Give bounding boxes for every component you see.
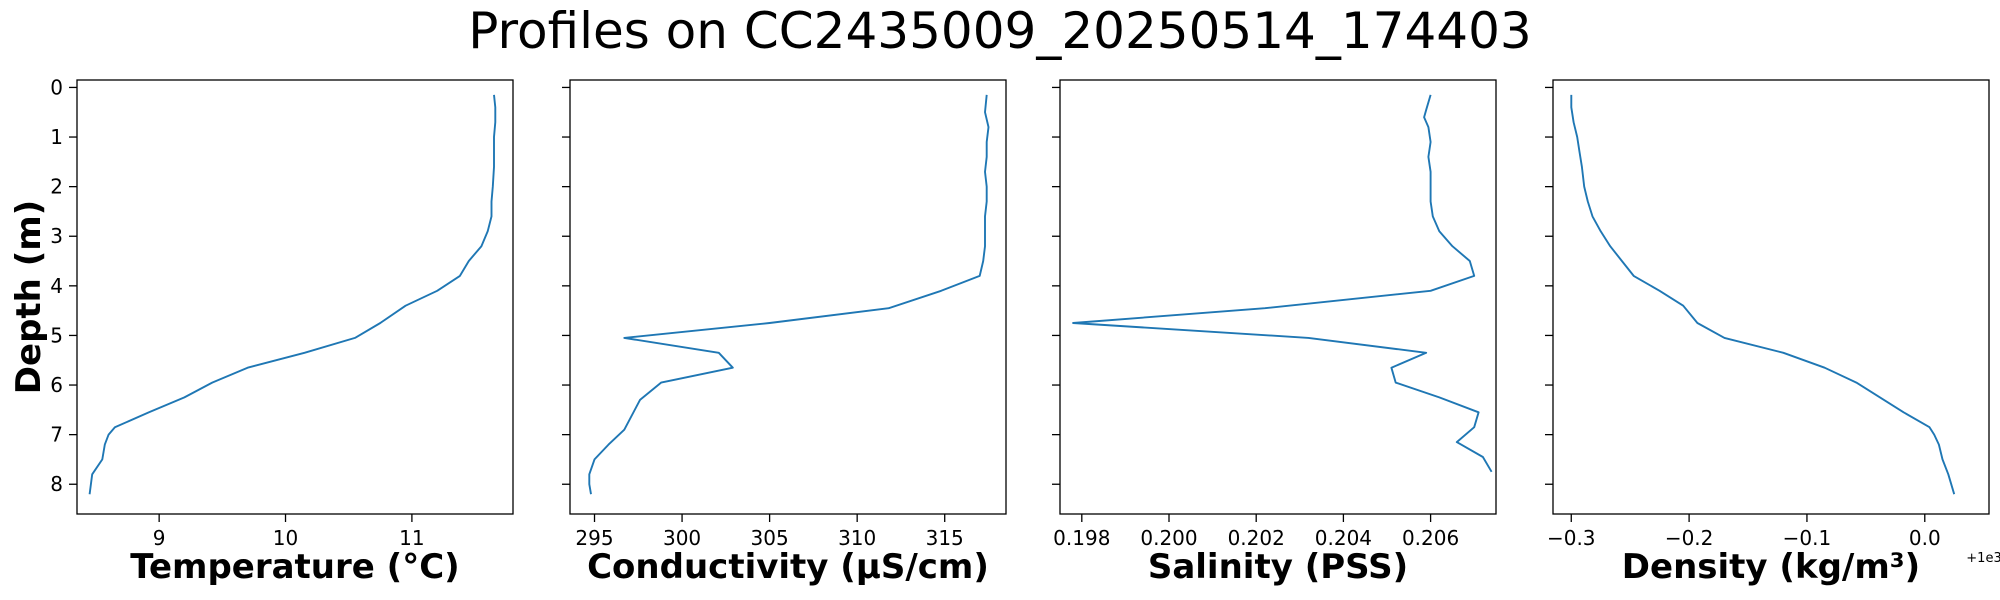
x-axis-label: Conductivity (µS/cm) [587,547,989,587]
plot-frame [569,79,1007,515]
y-tick-label: 1 [50,125,63,149]
axis-offset-label: +1e3 [1966,551,2000,566]
y-axis-label: Depth (m) [9,200,49,394]
y-tick-label: 2 [50,175,63,199]
profile-line [588,94,990,495]
x-tick-label: 0.204 [1315,526,1372,550]
y-tick-label: 7 [50,423,63,447]
y-tick-label: 0 [50,75,63,99]
x-tick-label: 310 [838,526,876,550]
profile-line [1570,94,1956,495]
x-axis-label: Salinity (PSS) [1148,547,1408,587]
profile-line [1072,94,1493,473]
x-tick-label: 0.206 [1402,526,1459,550]
x-tick-label: 0.202 [1228,526,1285,550]
plot-frame [76,79,514,515]
x-tick-label: 0.198 [1053,526,1110,550]
x-tick-label: 0.0 [1909,526,1941,550]
x-tick-label: 315 [926,526,964,550]
x-axis-label: Density (kg/m³) [1622,547,1920,587]
x-tick-label: 9 [153,526,166,550]
x-tick-label: 305 [751,526,789,550]
y-tick-label: 6 [50,373,63,397]
x-tick-label: 10 [273,526,298,550]
x-tick-label: 0.200 [1140,526,1197,550]
x-tick-label: 295 [575,526,613,550]
plot-frame [1552,79,1990,515]
x-tick-label: 300 [663,526,701,550]
x-tick-label: 11 [399,526,424,550]
y-tick-label: 4 [50,274,63,298]
profile-line [88,94,497,495]
y-tick-label: 3 [50,224,63,248]
x-tick-label: −0.2 [1665,526,1714,550]
x-tick-label: −0.3 [1547,526,1596,550]
x-axis-label: Temperature (°C) [130,547,459,587]
x-tick-label: −0.1 [1783,526,1832,550]
y-tick-label: 8 [50,472,63,496]
figure-title: Profiles on CC2435009_20250514_174403 [468,2,1531,60]
plot-frame [1059,79,1497,515]
y-tick-label: 5 [50,323,63,347]
